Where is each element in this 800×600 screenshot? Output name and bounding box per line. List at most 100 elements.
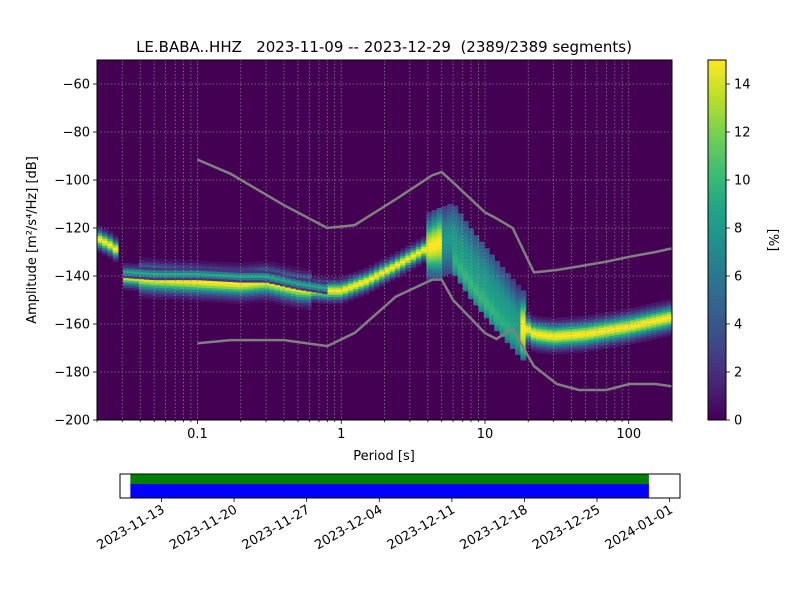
heatmap-cell	[269, 283, 276, 287]
heatmap-cell	[112, 235, 119, 239]
heatmap-cell	[426, 238, 433, 242]
heatmap-cell	[504, 284, 511, 288]
heatmap-cell	[379, 261, 386, 265]
heatmap-cell	[144, 283, 150, 287]
heatmap-cell	[494, 321, 501, 324]
heatmap-cell	[363, 272, 370, 276]
heatmap-cell	[520, 316, 527, 320]
heatmap-cell	[447, 208, 454, 212]
heatmap-cell	[562, 329, 569, 333]
heatmap-cell	[530, 322, 537, 326]
heatmap-cell	[259, 279, 265, 283]
heatmap-cell	[520, 335, 527, 339]
heatmap-cell	[520, 311, 527, 315]
heatmap-cell	[138, 281, 145, 285]
heatmap-cell	[614, 341, 621, 345]
heatmap-cell	[583, 329, 589, 333]
heatmap-cell	[478, 272, 485, 276]
heatmap-cell	[400, 267, 407, 271]
heatmap-cell	[478, 308, 485, 312]
heatmap-cell	[379, 283, 386, 287]
heatmap-cell	[666, 320, 672, 324]
heatmap-cell	[494, 270, 501, 274]
heatmap-cell	[222, 297, 229, 301]
heatmap-cell	[515, 306, 522, 310]
heatmap-cell	[123, 270, 129, 274]
heatmap-cell	[666, 325, 672, 329]
heatmap-cell	[468, 271, 474, 275]
heatmap-cell	[154, 284, 161, 288]
colorbar	[707, 59, 727, 421]
heatmap-cell	[180, 267, 187, 271]
heatmap-cell	[217, 278, 224, 282]
heatmap-cell	[509, 286, 516, 290]
heatmap-cell	[645, 308, 652, 312]
heatmap-cell	[515, 320, 522, 324]
heatmap-cell	[562, 331, 569, 335]
heatmap-cell	[426, 255, 433, 259]
heatmap-cell	[436, 229, 443, 233]
heatmap-cell	[243, 279, 250, 283]
heatmap-cell	[666, 313, 672, 317]
heatmap-cell	[175, 261, 182, 265]
heatmap-cell	[144, 291, 150, 295]
heatmap-cell	[196, 289, 203, 293]
heatmap-cell	[295, 270, 302, 274]
heatmap-cell	[295, 277, 302, 281]
heatmap-cell	[332, 284, 339, 288]
heatmap-cell	[112, 259, 119, 263]
heatmap-cell	[415, 239, 422, 243]
heatmap-cell	[316, 285, 323, 289]
heatmap-cell	[180, 274, 187, 278]
heatmap-cell	[337, 284, 344, 288]
heatmap-cell	[300, 272, 307, 276]
heatmap-cell	[285, 277, 292, 281]
heatmap-cell	[217, 280, 224, 284]
heatmap-cell	[321, 296, 328, 300]
heatmap-cell	[499, 276, 506, 280]
heatmap-cell	[483, 303, 490, 307]
heatmap-cell	[290, 288, 297, 292]
heatmap-cell	[431, 257, 438, 261]
heatmap-cell	[253, 290, 260, 294]
heatmap-cell	[264, 274, 271, 278]
heatmap-cell	[185, 281, 192, 285]
heatmap-cell	[269, 268, 276, 272]
heatmap-cell	[583, 332, 589, 336]
heatmap-cell	[494, 268, 501, 272]
heatmap-cell	[462, 242, 469, 246]
heatmap-cell	[645, 325, 652, 329]
heatmap-cell	[316, 278, 323, 282]
y-tick-label: −180	[54, 366, 90, 381]
heatmap-cell	[609, 337, 616, 341]
heatmap-cell	[327, 294, 333, 297]
heatmap-cell	[164, 282, 171, 286]
heatmap-cell	[295, 301, 302, 305]
heatmap-cell	[457, 239, 464, 243]
heatmap-cell	[666, 330, 672, 334]
heatmap-cell	[666, 304, 672, 308]
heatmap-cell	[164, 287, 171, 291]
heatmap-cell	[509, 290, 516, 294]
heatmap-cell	[452, 220, 459, 224]
heatmap-cell	[504, 280, 511, 284]
heatmap-cell	[170, 277, 177, 281]
heatmap-cell	[489, 254, 495, 258]
heatmap-cell	[217, 273, 224, 277]
heatmap-cell	[107, 250, 114, 254]
heatmap-cell	[311, 297, 318, 301]
heatmap-cell	[342, 292, 349, 296]
heatmap-cell	[300, 296, 307, 300]
heatmap-cell	[97, 242, 103, 246]
heatmap-cell	[520, 297, 527, 301]
heatmap-cell	[661, 307, 668, 311]
heatmap-cell	[630, 341, 637, 345]
colorbar-tick-label: 6	[734, 270, 742, 285]
heatmap-cell	[530, 317, 537, 321]
heatmap-cell	[515, 323, 522, 327]
heatmap-cell	[232, 293, 239, 297]
x-tick-label: 0.1	[187, 427, 208, 442]
heatmap-cell	[462, 237, 469, 241]
heatmap-cell	[243, 293, 250, 297]
heatmap-cell	[222, 276, 229, 280]
